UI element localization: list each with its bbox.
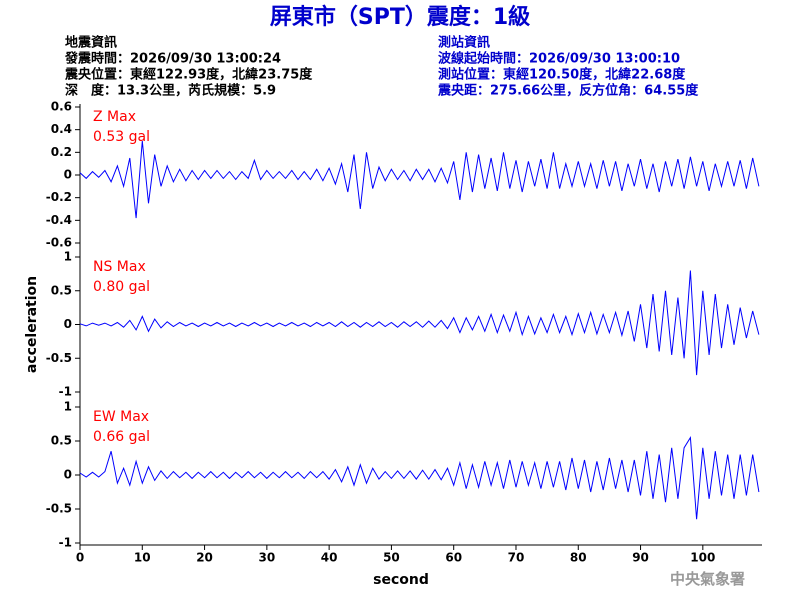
x-tick-label: 50 [383, 551, 400, 565]
y-tick-label: -0.4 [46, 213, 72, 227]
max-label: 0.66 gal [93, 429, 150, 445]
header-right: 波線起始時間：2026/09/30 13:00:10 [438, 51, 680, 67]
y-tick-label: 0 [64, 317, 72, 331]
y-tick-label: 0.5 [51, 434, 72, 448]
header-left: 發震時間：2026/09/30 13:00:24 [64, 51, 281, 67]
chart-title: 屏東市（SPT）震度：1級 [270, 4, 530, 30]
x-tick-label: 70 [508, 551, 525, 565]
waveform [79, 436, 760, 520]
header-right: 測站位置：東經120.50度，北緯22.68度 [438, 67, 686, 83]
y-tick-label: -1 [59, 385, 72, 399]
x-tick-label: 10 [134, 551, 151, 565]
y-tick-label: -0.2 [46, 190, 72, 204]
y-tick-label: 1 [64, 400, 72, 414]
x-tick-label: 80 [570, 551, 587, 565]
max-label: 0.53 gal [93, 129, 150, 145]
x-tick-label: 60 [445, 551, 462, 565]
max-label: 0.80 gal [93, 279, 150, 295]
y-tick-label: 0 [64, 468, 72, 482]
y-tick-label: 0.4 [51, 122, 72, 136]
y-axis-label: acceleration [24, 276, 40, 373]
x-axis-label: second [373, 572, 429, 588]
y-tick-label: 0.6 [51, 100, 72, 114]
y-tick-label: 1 [64, 250, 72, 264]
waveform [79, 140, 760, 219]
y-tick-label: 0.2 [51, 145, 72, 159]
header-right: 測站資訊 [438, 35, 490, 51]
waveform [79, 270, 760, 376]
x-tick-label: 100 [690, 551, 715, 565]
y-tick-label: -0.6 [46, 236, 72, 250]
y-tick-label: -0.5 [46, 502, 72, 516]
y-tick-label: 0.5 [51, 283, 72, 297]
header-right: 震央距：275.66公里，反方位角：64.55度 [437, 83, 699, 99]
max-label: Z Max [93, 109, 136, 125]
credit: 中央氣象署 [670, 570, 745, 588]
header-left: 深 度：13.3公里，芮氏規模：5.9 [65, 83, 276, 99]
x-tick-label: 20 [196, 551, 213, 565]
x-tick-label: 0 [76, 551, 84, 565]
x-tick-label: 90 [632, 551, 649, 565]
max-label: EW Max [93, 409, 149, 425]
y-tick-label: 0 [64, 168, 72, 182]
y-tick-label: -0.5 [46, 351, 72, 365]
header-left: 震央位置：東經122.93度，北緯23.75度 [64, 67, 313, 83]
y-tick-label: -1 [59, 536, 72, 550]
max-label: NS Max [93, 259, 146, 275]
header-left: 地震資訊 [65, 35, 117, 51]
x-tick-label: 40 [321, 551, 338, 565]
x-tick-label: 30 [258, 551, 275, 565]
